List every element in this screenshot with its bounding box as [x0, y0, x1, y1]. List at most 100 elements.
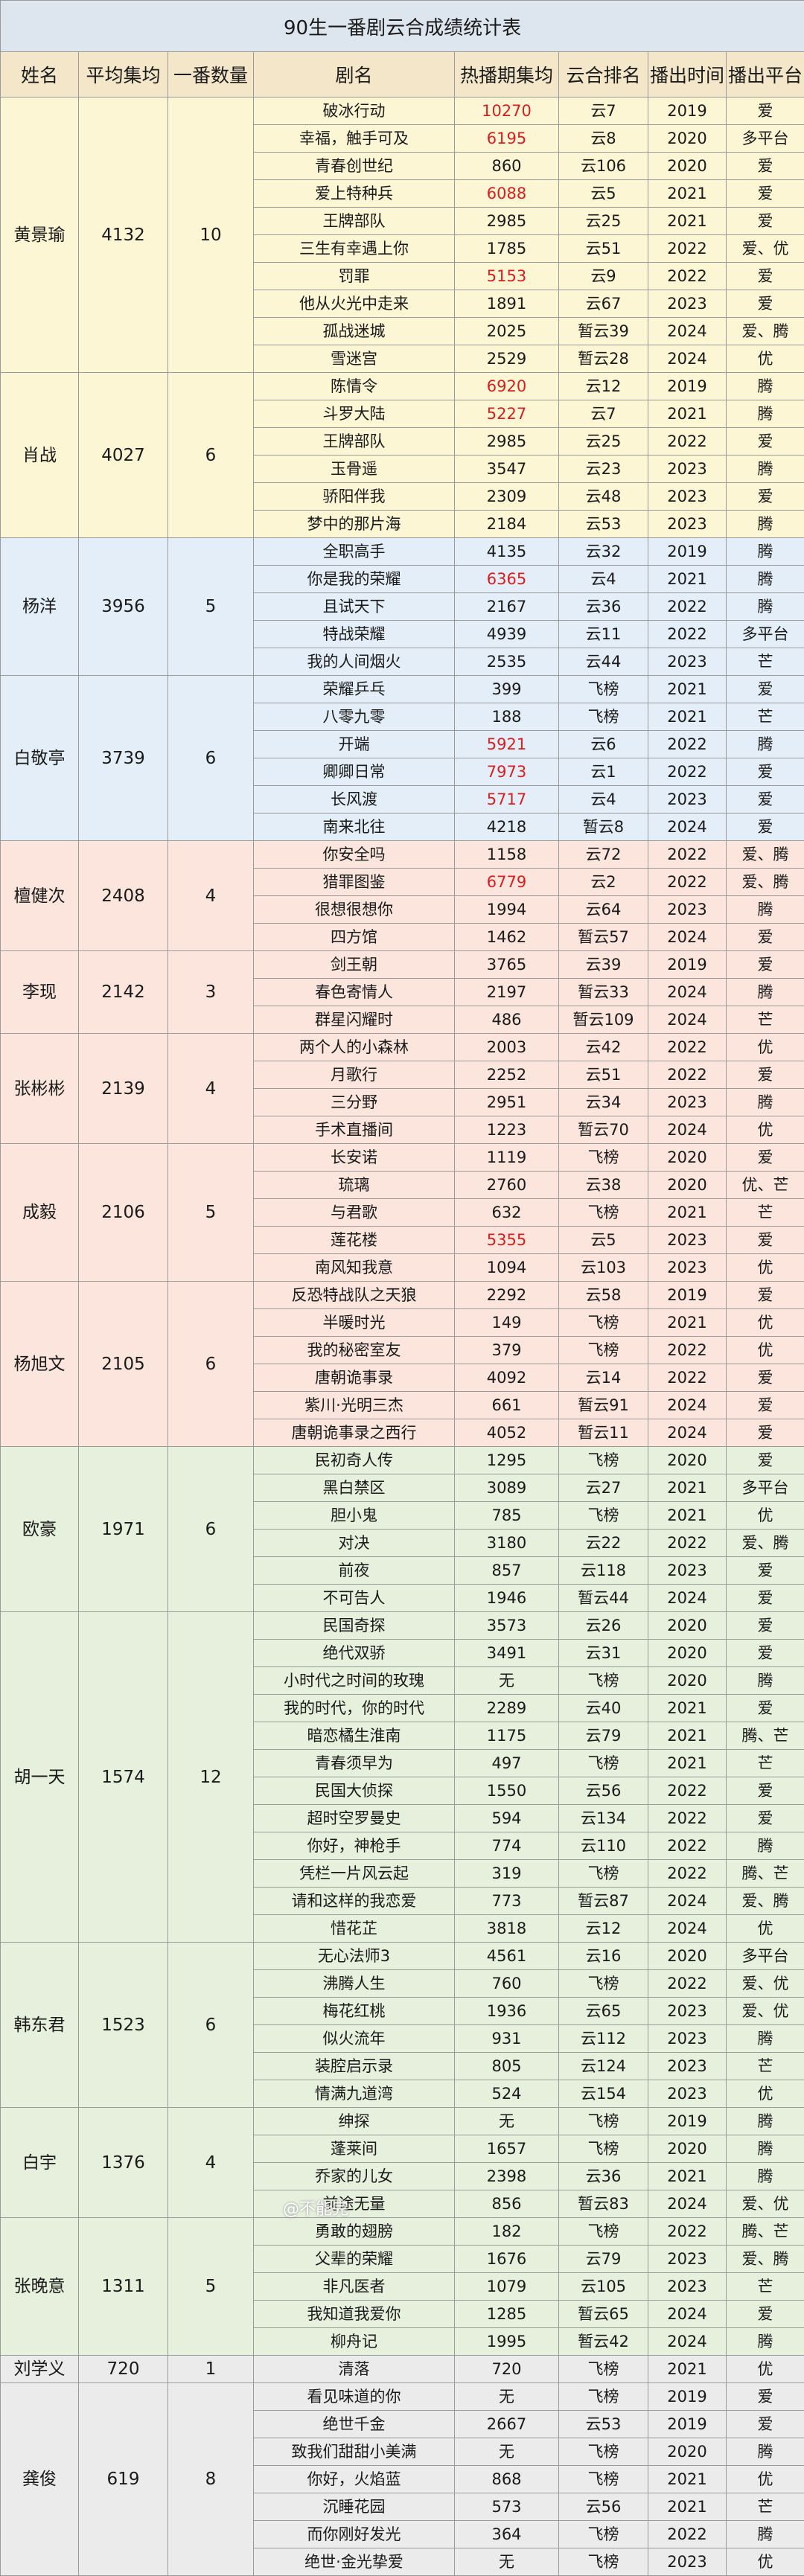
show-platform: 腾 — [727, 2108, 804, 2135]
show-ep-average: 2003 — [455, 1034, 559, 1061]
show-year: 2023 — [648, 290, 727, 318]
show-ep-average: 无 — [455, 2548, 559, 2576]
show-platform: 爱 — [727, 924, 804, 951]
show-rank: 暂云8 — [559, 814, 648, 841]
show-ep-average: 6195 — [455, 125, 559, 153]
show-year: 2022 — [648, 235, 727, 263]
show-ep-average: 无 — [455, 2108, 559, 2135]
show-title: 卿卿日常 — [254, 758, 455, 786]
show-year: 2024 — [648, 2301, 727, 2328]
show-title: 情满九道湾 — [254, 2080, 455, 2108]
show-ep-average: 524 — [455, 2080, 559, 2108]
show-ep-average: 5921 — [455, 731, 559, 758]
show-year: 2022 — [648, 2521, 727, 2548]
show-year: 2021 — [648, 180, 727, 208]
show-platform: 爱 — [727, 2301, 804, 2328]
actor-count: 4 — [168, 841, 254, 951]
show-rank: 云105 — [559, 2273, 648, 2301]
actor-average: 720 — [79, 2356, 168, 2383]
show-title: 且试天下 — [254, 593, 455, 621]
show-ep-average: 364 — [455, 2521, 559, 2548]
actor-name: 张晚意 — [1, 2218, 79, 2356]
show-ep-average: 497 — [455, 1750, 559, 1777]
show-year: 2022 — [648, 1805, 727, 1832]
show-year: 2022 — [648, 1034, 727, 1061]
show-title: 反恐特战队之天狼 — [254, 1282, 455, 1309]
show-title: 绅探 — [254, 2108, 455, 2135]
show-year: 2020 — [648, 2135, 727, 2163]
show-title: 骄阳伴我 — [254, 483, 455, 511]
show-title: 不可告人 — [254, 1585, 455, 1612]
actor-name: 檀健次 — [1, 841, 79, 951]
show-title: 王牌部队 — [254, 428, 455, 456]
show-ep-average: 4939 — [455, 621, 559, 648]
show-year: 2019 — [648, 538, 727, 566]
show-ep-average: 805 — [455, 2053, 559, 2080]
show-ep-average: 7973 — [455, 758, 559, 786]
show-platform: 爱 — [727, 1364, 804, 1392]
show-title: 致我们甜甜小美满 — [254, 2438, 455, 2466]
show-platform: 爱、腾 — [727, 1530, 804, 1557]
show-title: 前夜 — [254, 1557, 455, 1585]
header-platform: 播出平台 — [727, 52, 804, 98]
show-year: 2022 — [648, 593, 727, 621]
show-ep-average: 860 — [455, 153, 559, 180]
show-title: 唐朝诡事录之西行 — [254, 1419, 455, 1447]
actor-average: 2105 — [79, 1282, 168, 1447]
show-ep-average: 1657 — [455, 2135, 559, 2163]
show-year: 2022 — [648, 2218, 727, 2246]
show-rank: 暂云65 — [559, 2301, 648, 2328]
show-platform: 爱 — [727, 1805, 804, 1832]
show-ep-average: 1994 — [455, 896, 559, 924]
actor-name: 张彬彬 — [1, 1034, 79, 1144]
show-title: 四方馆 — [254, 924, 455, 951]
show-ep-average: 573 — [455, 2493, 559, 2521]
show-year: 2024 — [648, 1585, 727, 1612]
show-title: 沉睡花园 — [254, 2493, 455, 2521]
show-year: 2023 — [648, 2080, 727, 2108]
show-platform: 腾 — [727, 566, 804, 593]
actor-average: 3956 — [79, 538, 168, 676]
actor-name: 欧豪 — [1, 1447, 79, 1612]
actor-name: 龚俊 — [1, 2383, 79, 2576]
actor-count: 5 — [168, 2218, 254, 2356]
show-ep-average: 2309 — [455, 483, 559, 511]
show-year: 2023 — [648, 1557, 727, 1585]
show-title: 两个人的小森林 — [254, 1034, 455, 1061]
show-rank: 云112 — [559, 2025, 648, 2053]
show-rank: 云79 — [559, 1722, 648, 1750]
show-ep-average: 632 — [455, 1199, 559, 1227]
show-title: 春色寄情人 — [254, 979, 455, 1006]
show-platform: 芒 — [727, 2273, 804, 2301]
show-year: 2024 — [648, 1392, 727, 1419]
show-year: 2022 — [648, 1061, 727, 1089]
show-year: 2022 — [648, 1364, 727, 1392]
show-title: 而你刚好发光 — [254, 2521, 455, 2548]
show-title: 看见味道的你 — [254, 2383, 455, 2411]
show-rank: 云79 — [559, 2246, 648, 2273]
show-title: 民国大侦探 — [254, 1777, 455, 1805]
show-rank: 云36 — [559, 2163, 648, 2190]
show-year: 2019 — [648, 373, 727, 400]
show-ep-average: 2760 — [455, 1172, 559, 1199]
show-year: 2023 — [648, 2273, 727, 2301]
show-rank: 云34 — [559, 1089, 648, 1116]
header-ep-average: 热播期集均 — [455, 52, 559, 98]
show-title: 我的时代，你的时代 — [254, 1695, 455, 1722]
show-ep-average: 3180 — [455, 1530, 559, 1557]
header-average: 平均集均 — [79, 52, 168, 98]
show-platform: 爱 — [727, 1612, 804, 1640]
show-rank: 云4 — [559, 566, 648, 593]
show-rank: 暂云33 — [559, 979, 648, 1006]
show-title: 你好，火焰蓝 — [254, 2466, 455, 2493]
actor-count: 4 — [168, 1034, 254, 1144]
show-ep-average: 720 — [455, 2356, 559, 2383]
show-ep-average: 3089 — [455, 1474, 559, 1502]
show-rank: 暂云70 — [559, 1116, 648, 1144]
show-platform: 爱 — [727, 758, 804, 786]
show-ep-average: 1936 — [455, 1998, 559, 2025]
show-platform: 爱 — [727, 98, 804, 125]
